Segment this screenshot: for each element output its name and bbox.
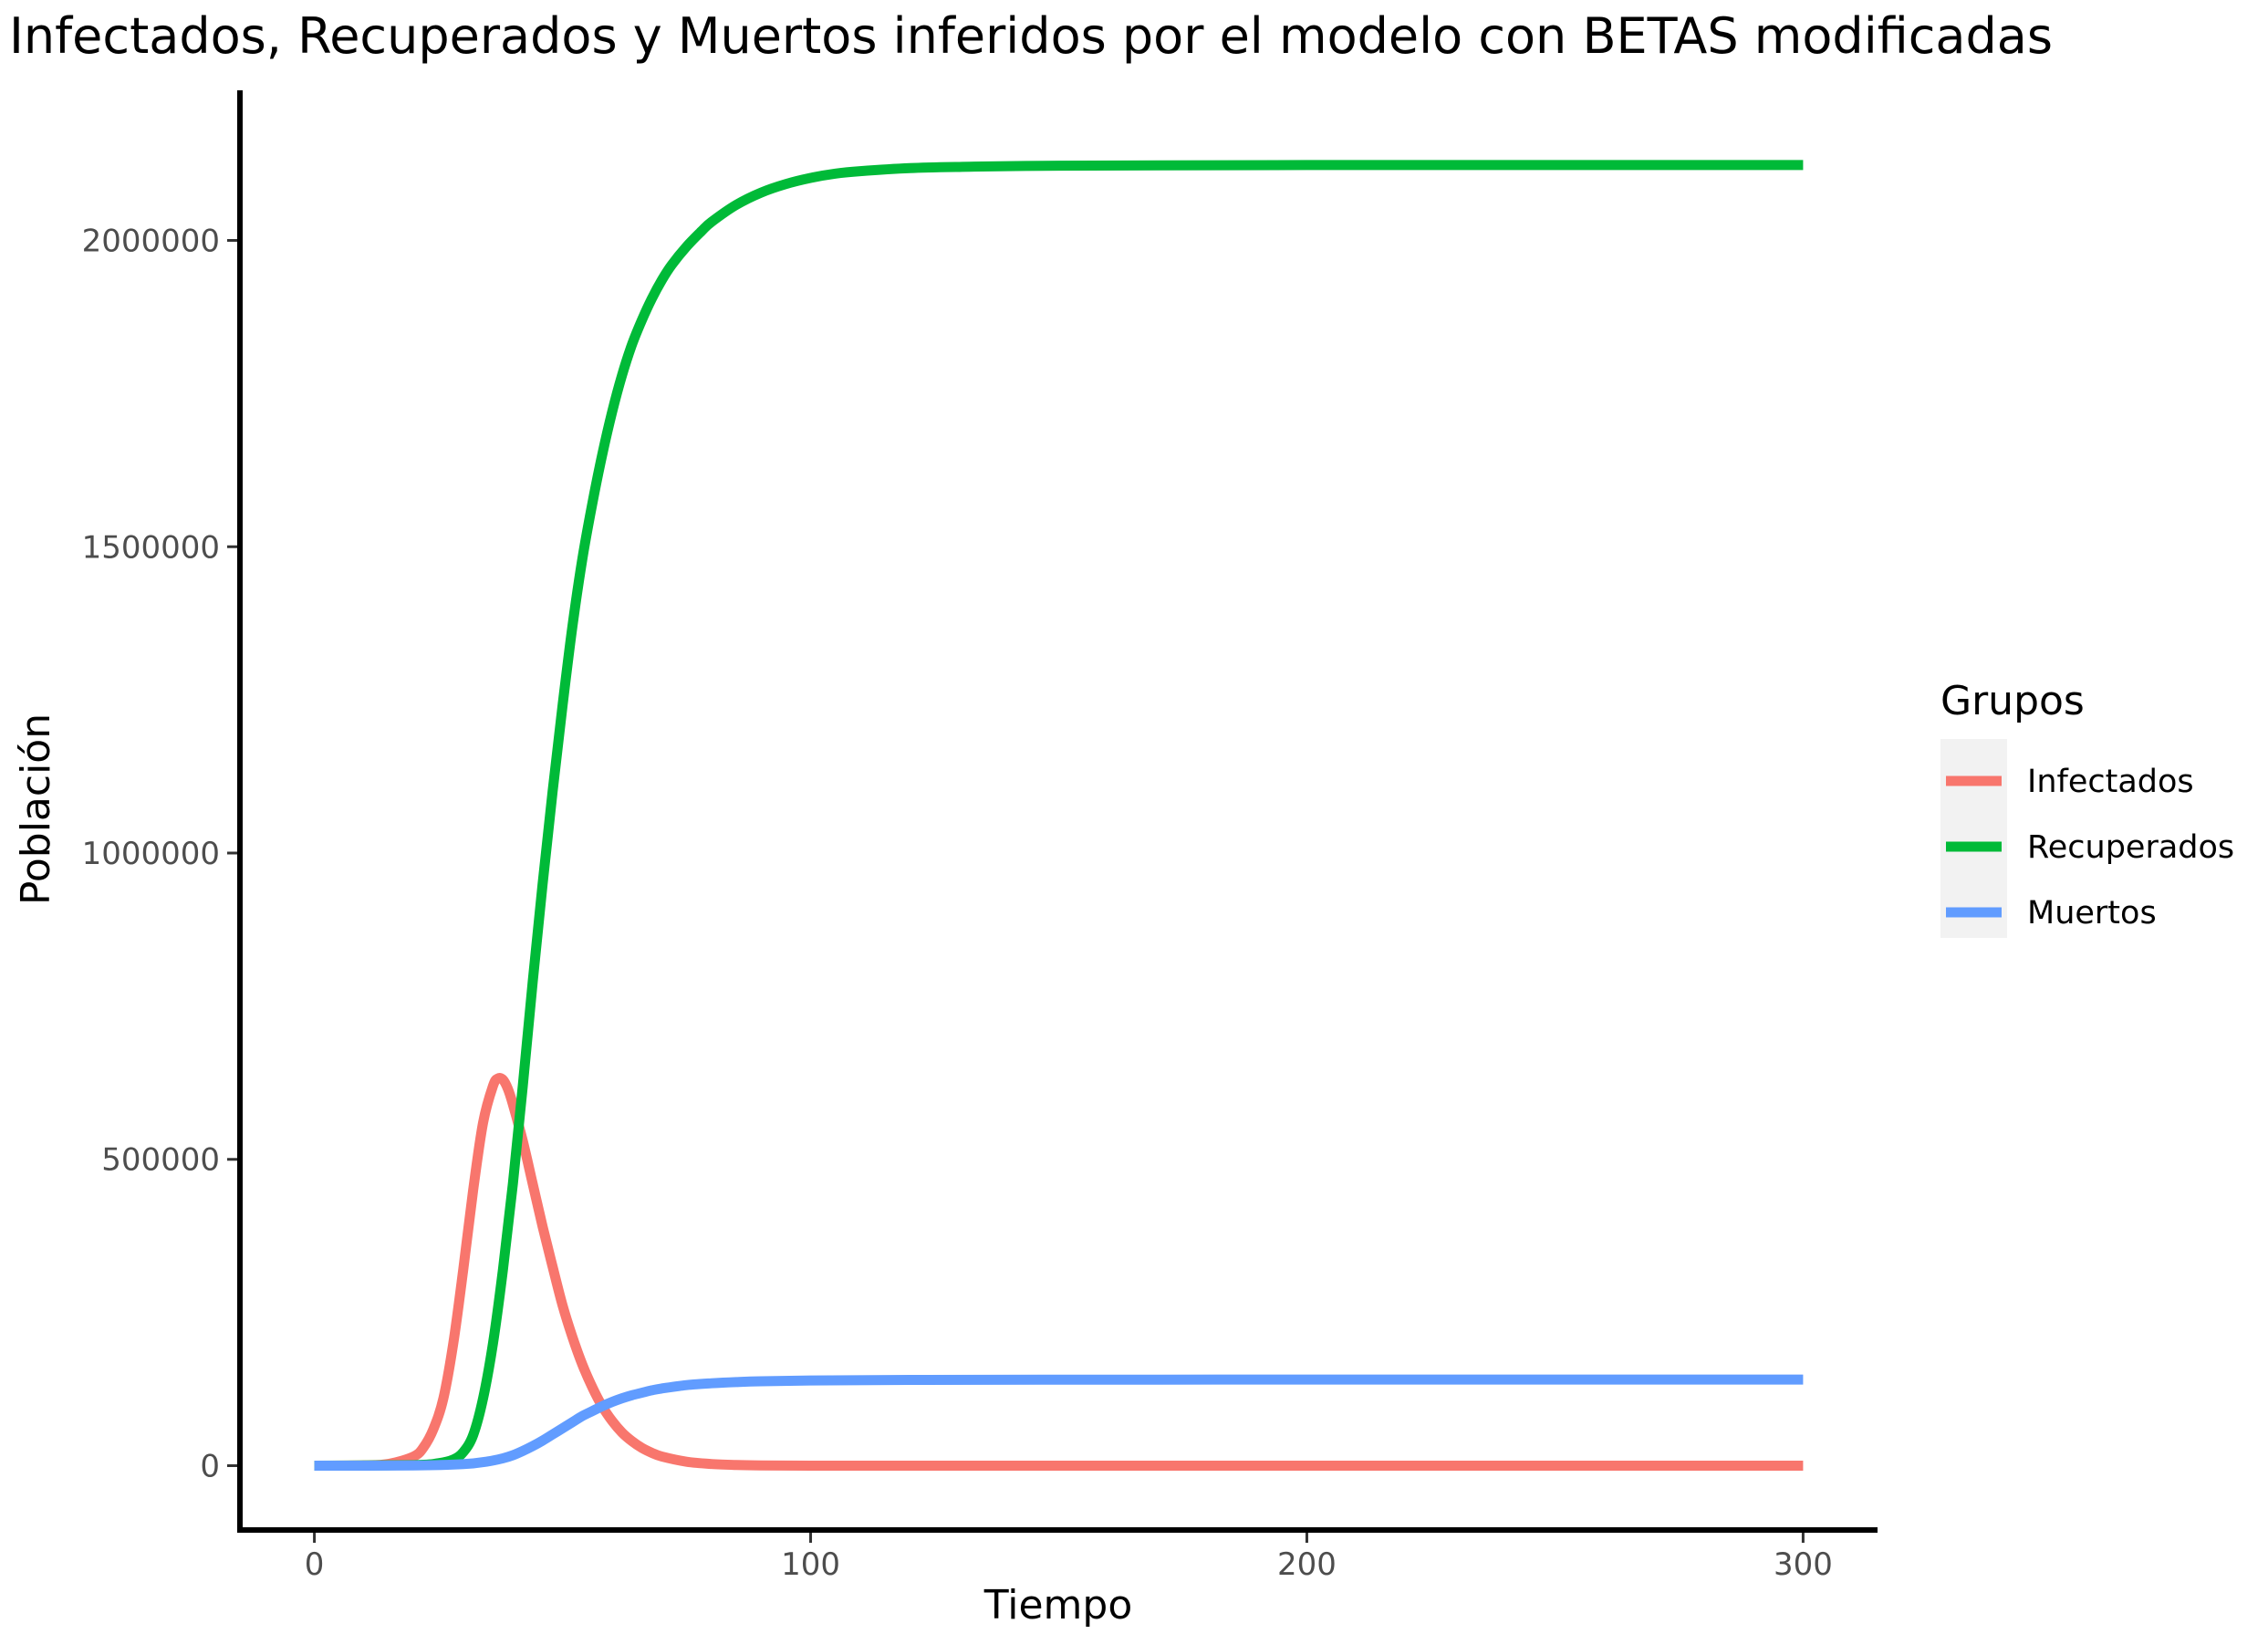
x-tick-label: 0 xyxy=(305,1546,325,1583)
y-tick-label: 1000000 xyxy=(82,836,220,872)
series-line-infectados xyxy=(314,1073,1804,1471)
legend: Grupos Infectados Recuperados Muertos xyxy=(1940,678,2234,938)
x-axis-title: Tiempo xyxy=(983,1582,1133,1629)
x-tick-label: 200 xyxy=(1277,1546,1337,1583)
chart-title: Infectados, Recuperados y Muertos inferi… xyxy=(9,7,2053,65)
y-axis-ticks: 0 500000 1000000 1500000 2000000 xyxy=(82,224,240,1484)
legend-key-background xyxy=(1940,739,2007,938)
y-tick-label: 2000000 xyxy=(82,224,220,260)
legend-label-recuperados: Recuperados xyxy=(2027,829,2234,866)
legend-items: Infectados Recuperados Muertos xyxy=(1946,764,2234,931)
legend-title: Grupos xyxy=(1940,678,2085,724)
x-axis-ticks: 0 100 200 300 xyxy=(305,1530,1833,1583)
plot-series xyxy=(314,160,1804,1471)
x-tick-label: 100 xyxy=(781,1546,840,1583)
legend-label-infectados: Infectados xyxy=(2027,764,2194,800)
y-tick-label: 500000 xyxy=(101,1142,220,1179)
y-tick-label: 1500000 xyxy=(82,529,220,566)
series-line-muertos xyxy=(314,1374,1804,1471)
x-tick-label: 300 xyxy=(1774,1546,1833,1583)
series-line-recuperados xyxy=(314,160,1804,1471)
legend-label-muertos: Muertos xyxy=(2027,895,2157,931)
y-tick-label: 0 xyxy=(200,1448,220,1484)
y-axis-title: Población xyxy=(13,713,59,905)
